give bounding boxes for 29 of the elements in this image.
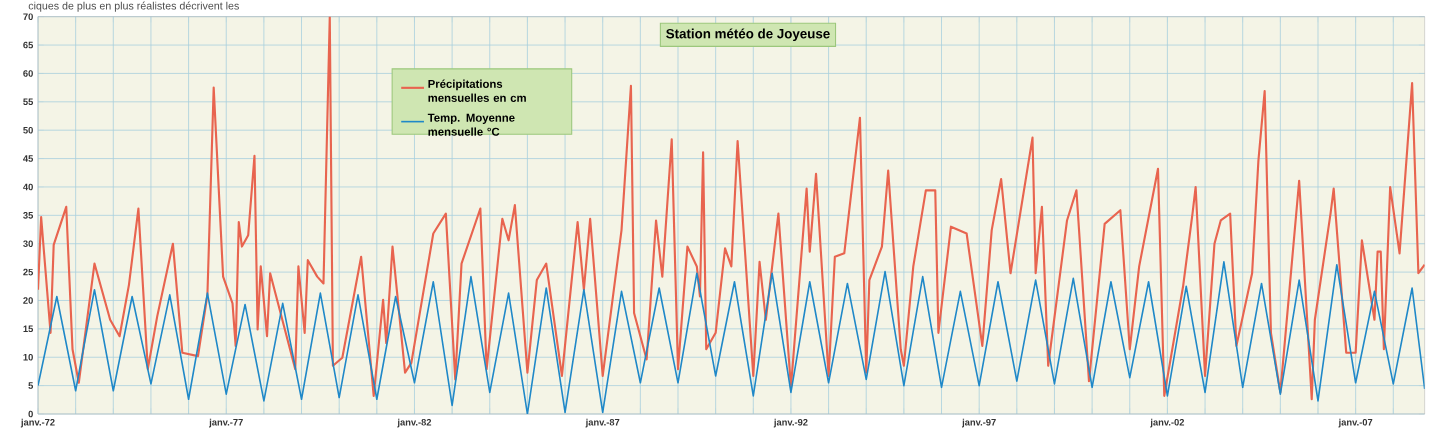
x-tick-label: janv.-72	[20, 418, 55, 428]
y-tick-label: 0	[28, 410, 33, 418]
text: Station météo de Joyeuse	[666, 28, 830, 42]
x-tick-label: janv.-77	[209, 418, 243, 428]
y-tick-label: 5	[28, 382, 34, 389]
y-tick-label: 40	[23, 183, 33, 191]
y-tick-label: 20	[23, 297, 33, 304]
y-tick-label: 70	[23, 13, 33, 20]
x-tick-label: janv.-82	[397, 418, 432, 428]
y-tick-label: 30	[23, 240, 33, 248]
y-tick-label: 55	[23, 98, 34, 106]
line-series	[38, 261, 1425, 414]
x-tick-label: janv.-07	[1338, 418, 1373, 428]
y-tick-label: 45	[23, 155, 34, 162]
x-tick-label: janv.-92	[773, 418, 808, 428]
line-series	[38, 16, 1425, 401]
y-tick-label: 60	[23, 70, 33, 77]
y-tick-label: 10	[23, 353, 33, 361]
x-tick-label: janv.-02	[1150, 418, 1185, 428]
y-tick-label: 65	[23, 41, 34, 49]
legend-label: Temp. Moyenne mensuelle °C	[427, 113, 515, 136]
text: ciques de plus en plus réalistes décrivent les	[28, 1, 239, 12]
x-tick-label: janv.-97	[961, 418, 996, 428]
y-tick-label: 50	[23, 126, 33, 134]
legend-label: Précipitations mensuelles en cm	[428, 79, 526, 102]
y-tick-label: 15	[23, 325, 34, 333]
x-tick-label: janv.-87	[585, 418, 620, 428]
y-tick-label: 35	[23, 212, 34, 219]
y-tick-label: 25	[23, 268, 34, 276]
